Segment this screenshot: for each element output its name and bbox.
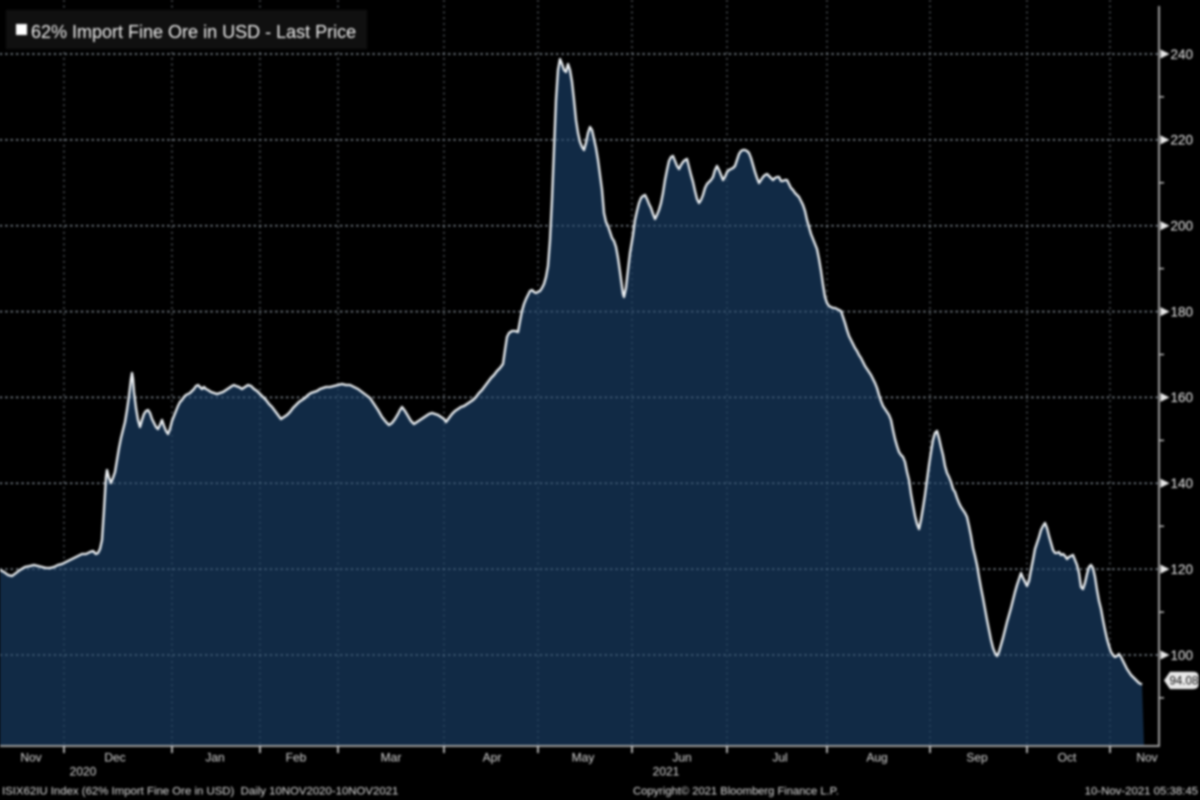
svg-text:100: 100 <box>1171 648 1194 663</box>
svg-text:Jun: Jun <box>672 751 691 765</box>
svg-text:Nov: Nov <box>20 751 41 765</box>
svg-text:200: 200 <box>1171 219 1194 234</box>
svg-text:Mar: Mar <box>381 751 402 765</box>
svg-text:160: 160 <box>1171 390 1194 405</box>
svg-text:2020: 2020 <box>70 765 97 779</box>
svg-text:May: May <box>572 751 595 765</box>
svg-text:62% Import Fine Ore in USD - L: 62% Import Fine Ore in USD - Last Price <box>31 22 356 42</box>
svg-text:Feb: Feb <box>286 751 307 765</box>
svg-text:Sep: Sep <box>966 751 988 765</box>
svg-text:Nov: Nov <box>1136 751 1157 765</box>
svg-text:120: 120 <box>1171 562 1194 577</box>
svg-text:Aug: Aug <box>866 751 887 765</box>
svg-text:240: 240 <box>1171 47 1194 62</box>
svg-text:Apr: Apr <box>483 751 502 765</box>
svg-text:220: 220 <box>1171 133 1194 148</box>
svg-text:Oct: Oct <box>1058 751 1077 765</box>
svg-text:2021: 2021 <box>653 765 680 779</box>
svg-text:Jan: Jan <box>205 751 224 765</box>
svg-text:ISIX62IU Index (62% Import Fin: ISIX62IU Index (62% Import Fine Ore in U… <box>2 786 398 798</box>
svg-text:Copyright© 2021 Bloomberg Fina: Copyright© 2021 Bloomberg Finance L.P. <box>633 786 839 798</box>
svg-text:94.08: 94.08 <box>1170 675 1199 687</box>
svg-text:10-Nov-2021 05:38:45: 10-Nov-2021 05:38:45 <box>1085 786 1198 798</box>
svg-text:180: 180 <box>1171 304 1194 319</box>
svg-text:Dec: Dec <box>104 751 125 765</box>
svg-text:Jul: Jul <box>772 751 787 765</box>
svg-text:140: 140 <box>1171 476 1194 491</box>
